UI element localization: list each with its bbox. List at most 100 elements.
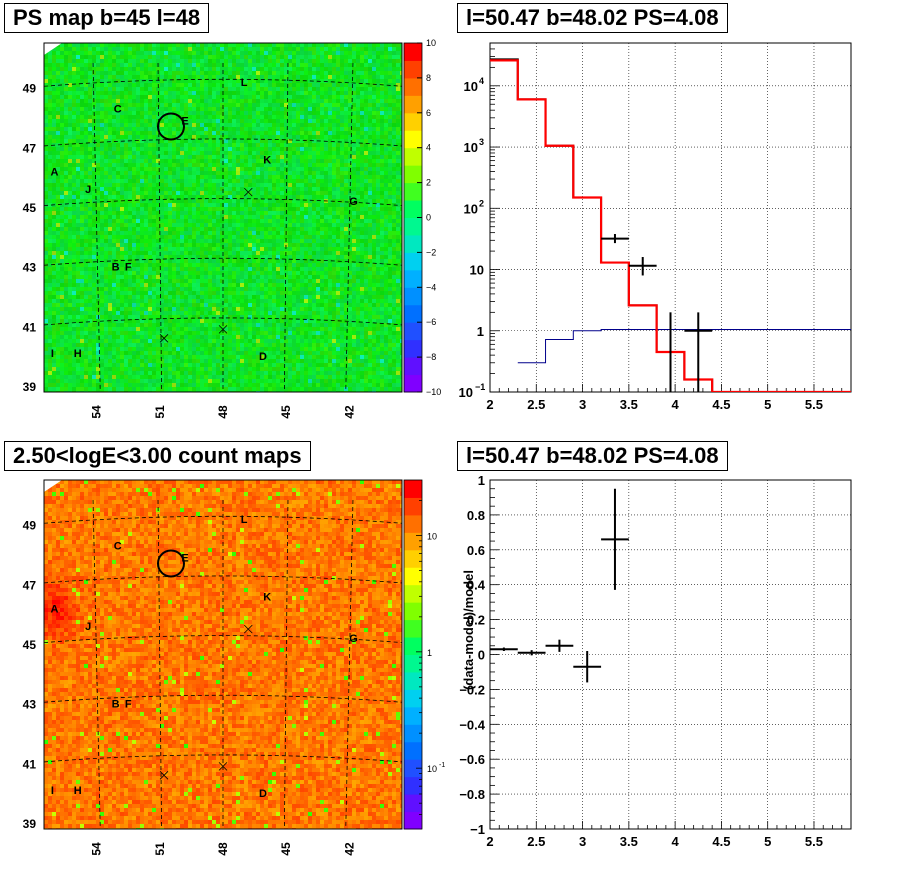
ps-pixel [380,151,384,155]
ps-pixel [64,191,68,195]
ps-pixel [48,231,52,235]
ps-pixel [100,51,104,55]
ps-pixel [64,251,68,255]
ps-pixel [372,243,376,247]
ps-pixel [316,111,320,115]
ps-pixel [248,87,252,91]
ps-pixel [196,195,200,199]
ps-pixel [124,171,128,175]
ps-pixel [304,159,308,163]
ps-pixel [148,59,152,63]
ps-pixel [308,199,312,203]
ps-pixel [312,99,316,103]
ps-pixel [192,243,196,247]
ps-pixel [96,155,100,159]
ps-pixel [112,219,116,223]
ps-pixel [364,159,368,163]
ps-pixel [292,111,296,115]
ps-pixel [320,143,324,147]
ps-pixel [132,159,136,163]
ps-pixel [72,159,76,163]
ps-pixel [264,111,268,115]
ps-pixel [332,83,336,87]
ps-pixel [320,71,324,75]
ps-pixel [236,243,240,247]
ps-pixel [92,171,96,175]
ps-pixel [48,235,52,239]
ps-pixel [292,167,296,171]
ps-pixel [148,143,152,147]
ps-pixel [320,199,324,203]
ps-pixel [372,143,376,147]
ps-pixel [328,183,332,187]
ps-pixel [84,75,88,79]
ps-pixel [356,43,360,47]
ps-pixel [208,135,212,139]
ps-pixel [108,215,112,219]
ps-pixel [144,247,148,251]
ps-pixel [304,215,308,219]
ps-pixel [292,219,296,223]
ps-pixel [212,99,216,103]
ps-pixel [332,107,336,111]
ps-pixel [204,247,208,251]
ps-pixel [304,163,308,167]
ps-pixel [92,131,96,135]
ps-pixel [304,67,308,71]
ps-pixel [216,43,220,47]
ps-pixel [108,75,112,79]
ps-pixel [196,51,200,55]
ps-pixel [208,199,212,203]
ps-pixel [188,211,192,215]
ps-pixel [56,247,60,251]
ps-pixel [308,163,312,167]
ps-pixel [224,243,228,247]
ps-pixel [60,83,64,87]
ps-pixel [276,211,280,215]
ps-pixel [212,167,216,171]
ps-pixel [248,123,252,127]
ps-pixel [304,119,308,123]
ps-pixel [168,191,172,195]
ps-pixel [48,59,52,63]
ps-pixel [380,127,384,131]
ps-pixel [268,219,272,223]
ps-pixel [256,243,260,247]
ps-pixel [236,63,240,67]
ps-pixel [136,239,140,243]
ps-pixel [396,95,400,99]
ps-pixel [192,87,196,91]
ps-pixel [108,247,112,251]
ps-pixel [312,239,316,243]
ps-pixel [108,255,112,259]
ps-pixel [52,75,56,79]
ps-pixel [120,231,124,235]
ps-pixel [248,159,252,163]
ps-pixel [136,51,140,55]
ps-pixel [200,83,204,87]
ps-pixel [320,187,324,191]
ps-pixel [220,111,224,115]
ps-pixel [244,79,248,83]
ps-pixel [260,71,264,75]
ps-pixel [216,79,220,83]
ps-pixel [152,67,156,71]
ps-pixel [332,251,336,255]
ps-pixel [244,247,248,251]
ps-pixel [220,231,224,235]
ps-pixel [252,247,256,251]
ps-pixel [140,51,144,55]
ps-pixel [136,215,140,219]
ps-pixel [176,127,180,131]
ps-pixel [96,183,100,187]
ps-pixel [180,259,184,263]
ps-pixel [188,251,192,255]
ps-pixel [112,83,116,87]
ps-pixel [272,155,276,159]
ps-pixel [156,259,160,263]
ps-pixel [88,227,92,231]
ps-pixel [284,123,288,127]
ps-pixel [268,175,272,179]
ps-pixel [88,123,92,127]
ps-pixel [72,171,76,175]
